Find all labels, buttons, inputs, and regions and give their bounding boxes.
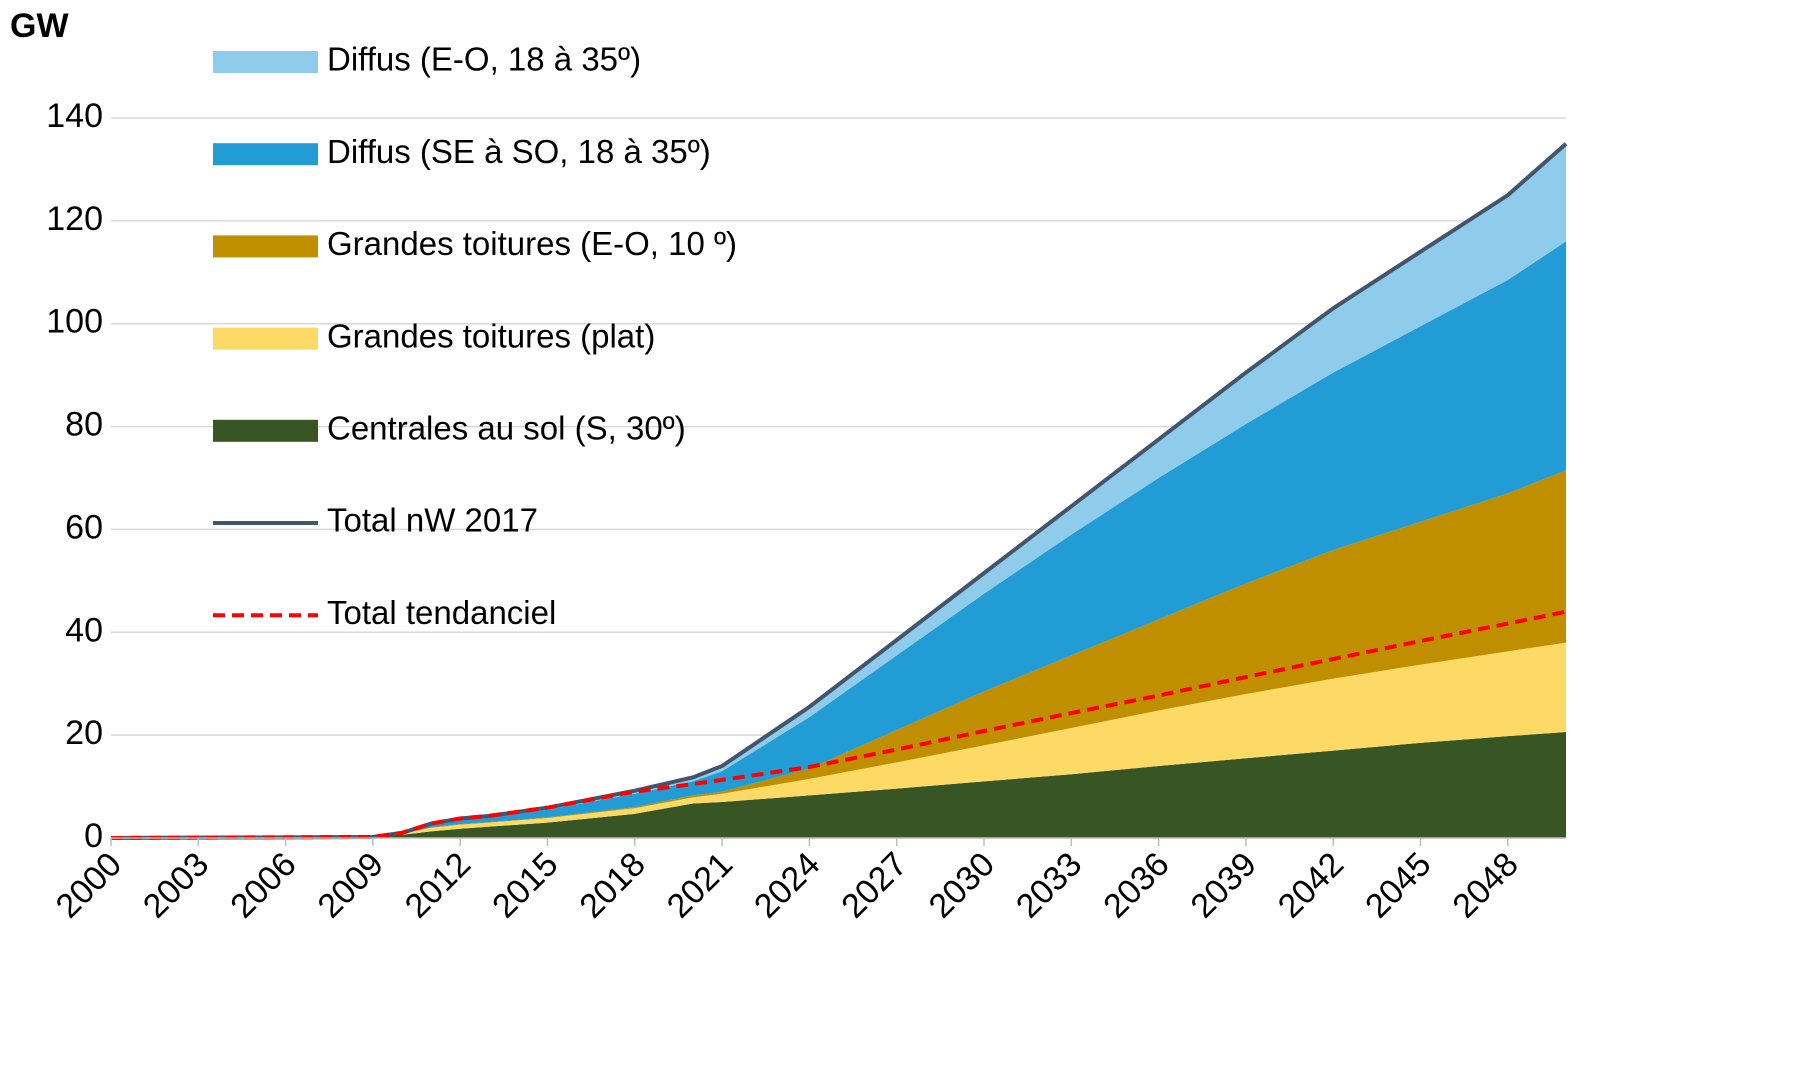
x-tick-label: 2015 (485, 845, 565, 925)
area (111, 241, 1566, 838)
y-tick-label: 120 (46, 200, 103, 238)
legend-label: Total tendanciel (327, 594, 556, 631)
y-tick-label: 80 (65, 406, 103, 444)
area (111, 470, 1566, 838)
x-tick-label: 2024 (747, 845, 827, 925)
x-tick-label: 2042 (1271, 845, 1351, 925)
legend-swatch (213, 327, 318, 350)
x-tick-label: 2033 (1009, 845, 1089, 925)
legend-label: Centrales au sol (S, 30º) (327, 410, 686, 447)
x-tick-label: 2039 (1184, 845, 1264, 925)
area (111, 642, 1566, 838)
y-tick-label: 20 (65, 714, 103, 752)
x-tick-label: 2027 (834, 845, 914, 925)
legend-label: Grandes toitures (E-O, 10 º) (327, 225, 737, 262)
y-tick-label: 100 (46, 303, 103, 341)
x-tick-label: 2006 (223, 845, 303, 925)
legend-swatch (213, 51, 318, 73)
legend-label: Total nW 2017 (327, 502, 538, 539)
legend-swatch (213, 143, 318, 166)
x-tick-label: 2009 (311, 845, 391, 925)
y-axis-unit: GW (10, 7, 69, 45)
legend-label: Grandes toitures (plat) (327, 317, 655, 354)
legend-swatch (213, 419, 318, 442)
legend-swatch (213, 235, 318, 258)
x-tick-label: 2048 (1445, 845, 1525, 925)
x-tick-label: 2012 (398, 845, 478, 925)
y-tick-label: 40 (65, 611, 103, 649)
x-tick-label: 2003 (136, 845, 216, 925)
y-tick-label: 140 (46, 97, 103, 135)
x-tick-label: 2045 (1358, 845, 1438, 925)
line (110, 609, 1567, 840)
y-tick-label: 0 (84, 817, 103, 855)
x-tick-label: 2030 (922, 845, 1002, 925)
legend-label: Diffus (E-O, 18 à 35º) (327, 41, 641, 78)
x-tick-label: 2000 (49, 845, 129, 925)
x-tick-label: 2036 (1096, 845, 1176, 925)
y-tick-label: 60 (65, 508, 103, 546)
area (111, 732, 1566, 838)
x-tick-label: 2018 (572, 845, 652, 925)
x-tick-label: 2021 (660, 845, 740, 925)
legend-label: Diffus (SE à SO, 18 à 35º) (327, 133, 711, 170)
